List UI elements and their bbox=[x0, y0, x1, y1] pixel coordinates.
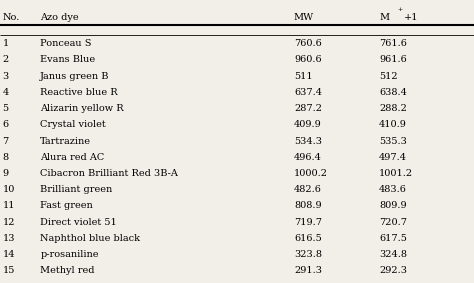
Text: Fast green: Fast green bbox=[40, 201, 93, 211]
Text: 512: 512 bbox=[379, 72, 398, 81]
Text: Tartrazine: Tartrazine bbox=[40, 137, 91, 145]
Text: 10: 10 bbox=[2, 185, 15, 194]
Text: 15: 15 bbox=[2, 266, 15, 275]
Text: 720.7: 720.7 bbox=[379, 218, 407, 227]
Text: 12: 12 bbox=[2, 218, 15, 227]
Text: 6: 6 bbox=[2, 120, 9, 129]
Text: Evans Blue: Evans Blue bbox=[40, 55, 95, 65]
Text: 496.4: 496.4 bbox=[294, 153, 322, 162]
Text: 482.6: 482.6 bbox=[294, 185, 322, 194]
Text: 11: 11 bbox=[2, 201, 15, 211]
Text: Crystal violet: Crystal violet bbox=[40, 120, 106, 129]
Text: 291.3: 291.3 bbox=[294, 266, 322, 275]
Text: Methyl red: Methyl red bbox=[40, 266, 95, 275]
Text: 638.4: 638.4 bbox=[379, 88, 407, 97]
Text: 409.9: 409.9 bbox=[294, 120, 322, 129]
Text: 4: 4 bbox=[2, 88, 9, 97]
Text: Brilliant green: Brilliant green bbox=[40, 185, 112, 194]
Text: Janus green B: Janus green B bbox=[40, 72, 110, 81]
Text: Azo dye: Azo dye bbox=[40, 13, 79, 22]
Text: 1001.2: 1001.2 bbox=[379, 169, 413, 178]
Text: Naphthol blue black: Naphthol blue black bbox=[40, 234, 140, 243]
Text: 14: 14 bbox=[2, 250, 15, 259]
Text: 2: 2 bbox=[2, 55, 9, 65]
Text: Reactive blue R: Reactive blue R bbox=[40, 88, 118, 97]
Text: Cibacron Brilliant Red 3B-A: Cibacron Brilliant Red 3B-A bbox=[40, 169, 178, 178]
Text: 324.8: 324.8 bbox=[379, 250, 407, 259]
Text: 8: 8 bbox=[2, 153, 9, 162]
Text: 13: 13 bbox=[2, 234, 15, 243]
Text: 323.8: 323.8 bbox=[294, 250, 322, 259]
Text: M: M bbox=[379, 13, 389, 22]
Text: 511: 511 bbox=[294, 72, 312, 81]
Text: Alura red AC: Alura red AC bbox=[40, 153, 105, 162]
Text: Ponceau S: Ponceau S bbox=[40, 39, 92, 48]
Text: 3: 3 bbox=[2, 72, 9, 81]
Text: 809.9: 809.9 bbox=[379, 201, 407, 211]
Text: +1: +1 bbox=[404, 13, 419, 22]
Text: 1000.2: 1000.2 bbox=[294, 169, 328, 178]
Text: 761.6: 761.6 bbox=[379, 39, 407, 48]
Text: Alizarin yellow R: Alizarin yellow R bbox=[40, 104, 124, 113]
Text: 719.7: 719.7 bbox=[294, 218, 322, 227]
Text: 960.6: 960.6 bbox=[294, 55, 321, 65]
Text: 497.4: 497.4 bbox=[379, 153, 407, 162]
Text: 9: 9 bbox=[2, 169, 9, 178]
Text: 292.3: 292.3 bbox=[379, 266, 407, 275]
Text: 410.9: 410.9 bbox=[379, 120, 407, 129]
Text: 483.6: 483.6 bbox=[379, 185, 407, 194]
Text: +: + bbox=[397, 7, 402, 12]
Text: 808.9: 808.9 bbox=[294, 201, 321, 211]
Text: 616.5: 616.5 bbox=[294, 234, 322, 243]
Text: Direct violet 51: Direct violet 51 bbox=[40, 218, 117, 227]
Text: MW: MW bbox=[294, 13, 314, 22]
Text: 534.3: 534.3 bbox=[294, 137, 322, 145]
Text: 5: 5 bbox=[2, 104, 9, 113]
Text: No.: No. bbox=[2, 13, 20, 22]
Text: 287.2: 287.2 bbox=[294, 104, 322, 113]
Text: 617.5: 617.5 bbox=[379, 234, 407, 243]
Text: 961.6: 961.6 bbox=[379, 55, 407, 65]
Text: 1: 1 bbox=[2, 39, 9, 48]
Text: 7: 7 bbox=[2, 137, 9, 145]
Text: p-rosaniline: p-rosaniline bbox=[40, 250, 99, 259]
Text: 288.2: 288.2 bbox=[379, 104, 407, 113]
Text: 760.6: 760.6 bbox=[294, 39, 322, 48]
Text: 637.4: 637.4 bbox=[294, 88, 322, 97]
Text: 535.3: 535.3 bbox=[379, 137, 407, 145]
